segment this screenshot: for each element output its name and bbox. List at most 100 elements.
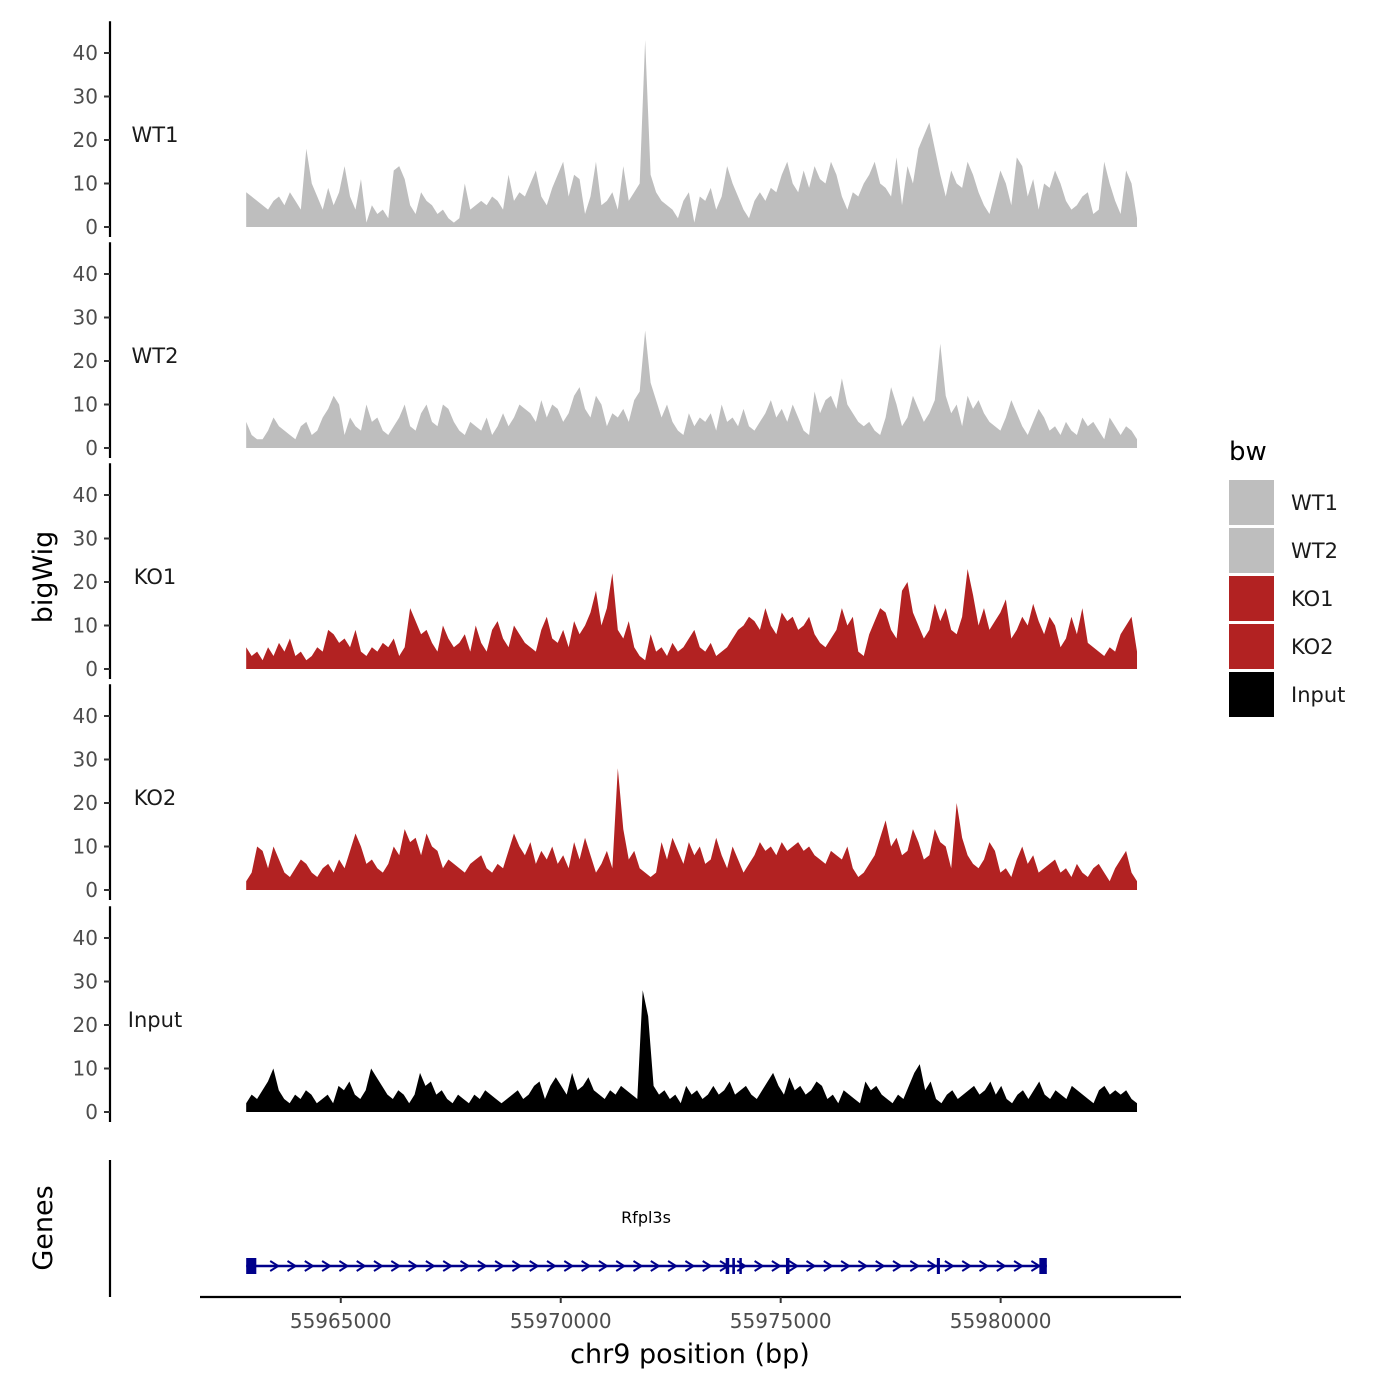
strand-arrow [927,1260,938,1272]
track-ko2: 0 10 20 30 40 KO2 [73,684,1138,902]
strand-arrow [961,1260,973,1272]
y-tick-label: 0 [85,1100,98,1124]
genes-axis-title: Genes [28,1185,59,1270]
y-tick-label: 10 [73,614,98,638]
strand-arrow [390,1260,402,1272]
y-tick-label: 20 [73,570,98,594]
strand-arrow [286,1260,298,1272]
area-wt1 [246,39,1138,228]
y-tick-label: 20 [73,791,98,815]
strand-arrow [581,1260,592,1272]
legend-key-input [1229,672,1274,717]
y-tick-label: 20 [73,1013,98,1037]
strand-arrow [892,1260,903,1272]
strand-arrow [978,1260,990,1272]
y-tick-label: 0 [85,436,98,460]
strand-arrow [477,1260,488,1272]
legend-label-input: Input [1291,683,1345,707]
strand-arrow [546,1260,557,1272]
area-ko2 [246,768,1138,890]
legend-key-wt2 [1229,528,1274,573]
legend-key-ko1 [1229,576,1274,621]
y-tick-label: 30 [73,85,98,109]
strand-arrow [875,1260,886,1272]
x-tick-label: 55975000 [730,1309,832,1333]
legend-key-ko2 [1229,624,1274,669]
exon [739,1258,742,1274]
legend-key-wt1 [1229,480,1274,525]
track-label: WT2 [132,344,179,368]
legend-label-wt1: WT1 [1291,491,1338,515]
y-tick-label: 30 [73,970,98,994]
y-tick-label: 30 [73,306,98,330]
area-ko1 [246,568,1138,669]
y-tick-label: 30 [73,527,98,551]
genes-panel: Rfpl3s [108,1160,1047,1297]
strand-arrow [338,1260,350,1272]
strand-arrow [1013,1260,1024,1272]
strand-arrow [494,1260,505,1272]
strand-arrow [944,1260,955,1272]
strand-arrow [563,1260,575,1272]
y-tick-label: 10 [73,172,98,196]
y-tick-label: 40 [73,262,98,286]
strand-arrow [408,1260,419,1272]
x-axis: 55965000 55970000 55975000 55980000 [200,1295,1181,1333]
strand-arrow [304,1260,315,1272]
legend-title: bw [1229,437,1267,467]
strand-arrow [823,1260,834,1272]
y-tick-label: 40 [73,926,98,950]
legend-label-wt2: WT2 [1291,539,1338,563]
strand-arrow [529,1260,540,1272]
y-tick-label: 10 [73,393,98,417]
strand-arrow [356,1260,367,1272]
strand-arrow [771,1260,782,1272]
y-tick-label: 40 [73,483,98,507]
y-axis-title: bigWig [28,531,59,624]
strand-arrow [373,1260,384,1272]
track-ko1: 0 10 20 30 40 KO1 [73,463,1138,681]
tracks-group: 0 10 20 30 40 WT1 0 10 20 30 40 WT2 0 10 20 30 40 KO1 0 10 2… [73,21,1138,1124]
legend: bw WT1 WT2 KO1 KO2 Input [1229,437,1345,717]
legend-label-ko1: KO1 [1291,587,1334,611]
track-label: KO2 [134,786,177,810]
gene-name-label: Rfpl3s [621,1208,671,1227]
strand-arrow [754,1260,765,1272]
y-tick-label: 0 [85,878,98,902]
strand-arrow [615,1260,627,1272]
exon [936,1258,940,1274]
strand-arrow [442,1260,454,1272]
y-tick-label: 10 [73,1057,98,1081]
track-label: WT1 [132,123,179,147]
track-label: Input [128,1008,182,1032]
exon [1039,1258,1047,1274]
track-wt1: 0 10 20 30 40 WT1 [73,21,1138,239]
track-wt2: 0 10 20 30 40 WT2 [73,242,1138,460]
track-label: KO1 [134,565,177,589]
strand-arrow [511,1260,523,1272]
strand-arrow [857,1260,869,1272]
exon [246,1258,257,1274]
strand-arrow [667,1260,678,1272]
y-tick-label: 0 [85,215,98,239]
legend-label-ko2: KO2 [1291,635,1334,659]
strand-arrow [598,1260,609,1272]
strand-arrow [702,1260,713,1272]
strand-arrow [650,1260,661,1272]
strand-arrow [840,1260,851,1272]
strand-arrow [909,1260,921,1272]
strand-arrow [459,1260,471,1272]
gene-rfpl3s: Rfpl3s [246,1208,1047,1274]
strand-arrow [425,1260,436,1272]
area-input [246,990,1138,1112]
y-tick-label: 40 [73,704,98,728]
x-axis-title: chr9 position (bp) [570,1339,810,1370]
strand-arrow [632,1260,644,1272]
strand-arrow [788,1260,800,1272]
area-wt2 [246,330,1138,448]
y-tick-label: 20 [73,128,98,152]
y-tick-label: 40 [73,41,98,65]
exon [725,1258,730,1274]
